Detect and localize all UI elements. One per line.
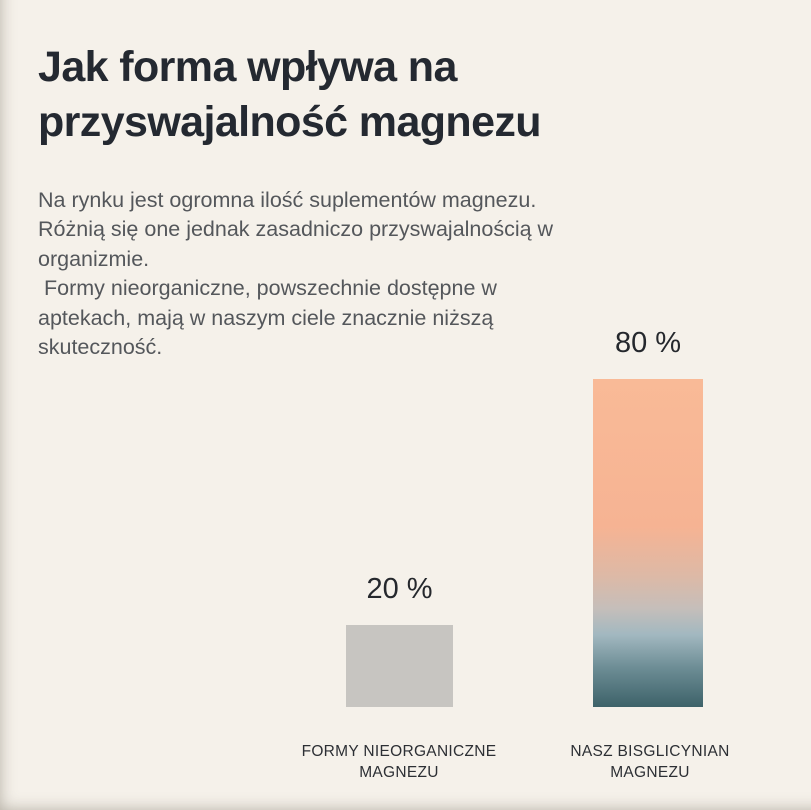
category-label-bisglycinate: NASZ BISGLICYNIAN MAGNEZU [570, 743, 730, 781]
page-title: Jak forma wpływa na przyswajalność magne… [38, 43, 542, 147]
bar-inorganic-forms [346, 625, 453, 707]
intro-paragraph-1: Na rynku jest ogromna ilość suplementów … [38, 188, 560, 271]
bar-value-label-bisglycinate: 80 % [614, 327, 682, 359]
bar-value-label-inorganic: 20 % [366, 573, 433, 605]
bar-group-inorganic-forms: 20 % [346, 575, 453, 707]
category-label-inorganic-forms: FORMY NIEORGANICZNE MAGNEZU [301, 743, 497, 781]
intro-paragraph-2: Formy nieorganiczne, powszechnie dostępn… [38, 276, 503, 360]
intro-text: Na rynku jest ogromna ilość suplementów … [38, 186, 594, 363]
bar-bisglycinate [593, 379, 703, 707]
bar-group-bisglycinate: 80 % [593, 329, 703, 707]
